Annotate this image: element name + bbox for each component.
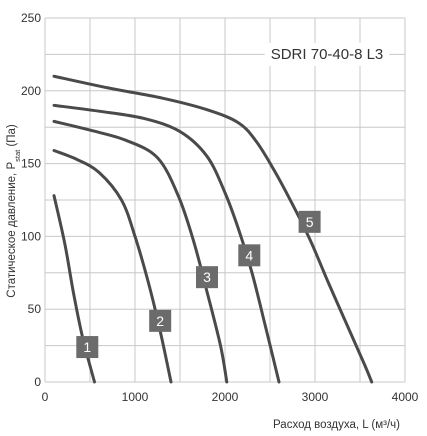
- y-tick-label: 200: [21, 84, 41, 98]
- curve-label-box: [196, 266, 218, 289]
- x-tick-label: 1000: [122, 390, 149, 404]
- y-axis-label-unit: (Па): [6, 124, 18, 150]
- curve-label-4: 4: [238, 244, 261, 267]
- curve-label-2: 2: [149, 309, 172, 332]
- curve-label-box: [298, 210, 321, 233]
- x-tick-label: 4000: [392, 390, 419, 404]
- curve-label-text: 2: [156, 313, 164, 329]
- curves: [52, 74, 374, 384]
- y-tick-label: 250: [21, 11, 41, 25]
- curve-4: [52, 103, 281, 384]
- x-tick-label: 3000: [302, 390, 329, 404]
- curve-label-text: 4: [245, 247, 253, 263]
- curve-label-5: 5: [298, 210, 321, 233]
- y-tick-label: 0: [34, 375, 41, 389]
- y-axis-label-main: Статическое давление, P: [6, 162, 18, 298]
- y-axis-label-subscript: stat: [13, 149, 22, 162]
- curve-5: [52, 74, 374, 384]
- curve-label-text: 3: [203, 269, 211, 285]
- y-tick-label: 100: [21, 229, 41, 243]
- curve-3: [52, 119, 229, 384]
- curve-label-text: 1: [83, 339, 91, 355]
- curve-label-3: 3: [196, 266, 218, 289]
- y-tick-label: 50: [28, 302, 42, 316]
- chart-title: SDRI 70-40-8 L3: [271, 46, 384, 63]
- curve-label-box: [149, 309, 172, 332]
- x-tick-label: 0: [42, 390, 49, 404]
- curve-labels: 1 2 3 4 5: [76, 210, 321, 359]
- curve-label-box: [238, 244, 261, 267]
- y-axis-label: Статическое давление, Pstat (Па): [6, 124, 22, 298]
- chart-title-background: [264, 43, 390, 66]
- curve-label-text: 5: [306, 214, 314, 230]
- tick-labels: 0 1000 2000 3000 4000 0 50 100 150 200 250: [21, 11, 419, 404]
- curve-label-box: [76, 336, 99, 359]
- y-tick-label: 150: [21, 157, 41, 171]
- curve-label-1: 1: [76, 336, 99, 359]
- x-axis-label: Расход воздуха, L (м³/ч): [273, 419, 400, 431]
- x-tick-label: 2000: [212, 390, 239, 404]
